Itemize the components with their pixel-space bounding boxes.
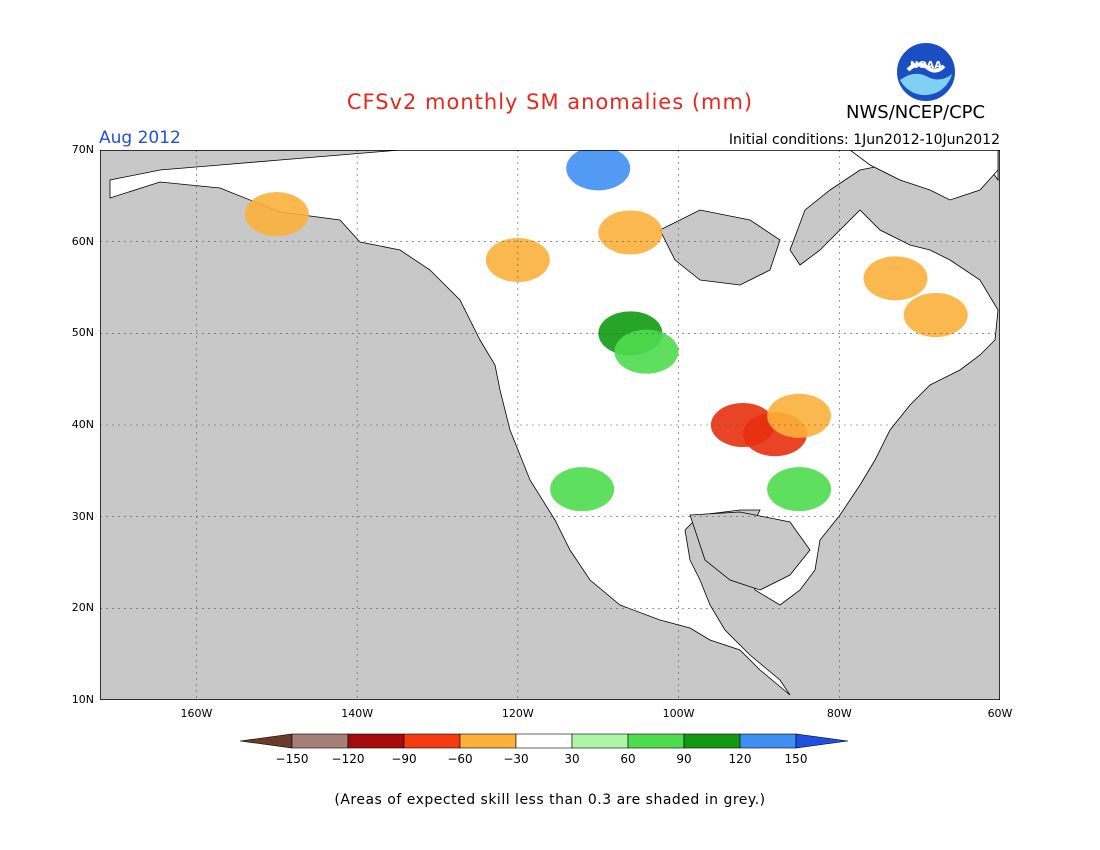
colorbar-label: −60	[447, 752, 473, 766]
anomaly-arctic-wet	[566, 150, 631, 191]
lat-label: 10N	[71, 693, 94, 706]
colorbar-box	[739, 733, 797, 749]
lat-label: 30N	[71, 509, 94, 523]
anomaly-map	[100, 150, 1000, 700]
colorbar-label: 90	[676, 752, 692, 766]
logo-text: NOAA	[910, 60, 942, 71]
colorbar-label: 150	[784, 752, 808, 766]
lat-label: 60N	[71, 234, 94, 248]
colorbar-box	[347, 733, 405, 749]
chart-title: CFSv2 monthly SM anomalies (mm)	[346, 90, 754, 114]
lon-label: 100W	[662, 707, 695, 720]
anomaly-northern-plains-wet-2	[614, 329, 679, 374]
colorbar-arrow-low	[240, 733, 293, 749]
colorbar-label: −30	[503, 752, 529, 766]
gridlines	[100, 150, 1000, 700]
lon-label: 80W	[826, 707, 852, 720]
lat-label: 70N	[71, 143, 94, 156]
anomaly-southwest-wet	[550, 467, 615, 512]
anomaly-blobs	[244, 150, 968, 512]
agency-label: NWS/NCEP/CPC	[846, 102, 986, 123]
anomaly-labrador-dry	[863, 256, 928, 301]
anomaly-canada-dry	[598, 210, 663, 255]
colorbar	[240, 733, 849, 749]
lat-label: 40N	[71, 418, 94, 431]
lat-label: 50N	[71, 326, 94, 340]
lon-label: 160W	[180, 707, 213, 720]
colorbar-label: −90	[391, 752, 417, 766]
greenland-land	[849, 150, 999, 201]
colorbar-box	[683, 733, 741, 749]
colorbar-box	[459, 733, 517, 749]
gulf-of-mexico	[689, 511, 811, 591]
lon-label: 60W	[987, 707, 1013, 720]
colorbar-box	[571, 733, 629, 749]
colorbar-label: 60	[620, 752, 636, 766]
colorbar-box	[627, 733, 685, 749]
colorbar-box	[403, 733, 461, 749]
anomaly-ohio-valley-dry	[767, 393, 832, 438]
valid-month: Aug 2012	[99, 128, 181, 148]
anomaly-alaska-mixed	[244, 192, 309, 237]
lon-label: 120W	[501, 707, 534, 720]
colorbar-box	[291, 733, 349, 749]
colorbar-label: −150	[275, 752, 309, 766]
lon-label: 140W	[341, 707, 374, 720]
footnote: (Areas of expected skill less than 0.3 a…	[334, 792, 766, 808]
colorbar-arrow-high	[795, 733, 849, 749]
hudson-bay	[659, 209, 781, 286]
anomaly-quebec-dry	[903, 293, 968, 337]
anomaly-southeast-wet	[767, 467, 832, 512]
noaa-logo: NOAA	[895, 41, 957, 103]
colorbar-label: 30	[564, 752, 580, 766]
colorbar-label: 120	[728, 752, 752, 766]
lat-label: 20N	[71, 601, 94, 615]
initial-conditions: Initial conditions: 1Jun2012-10Jun2012	[728, 132, 1000, 148]
colorbar-label: −120	[331, 752, 365, 766]
colorbar-box	[515, 733, 573, 749]
